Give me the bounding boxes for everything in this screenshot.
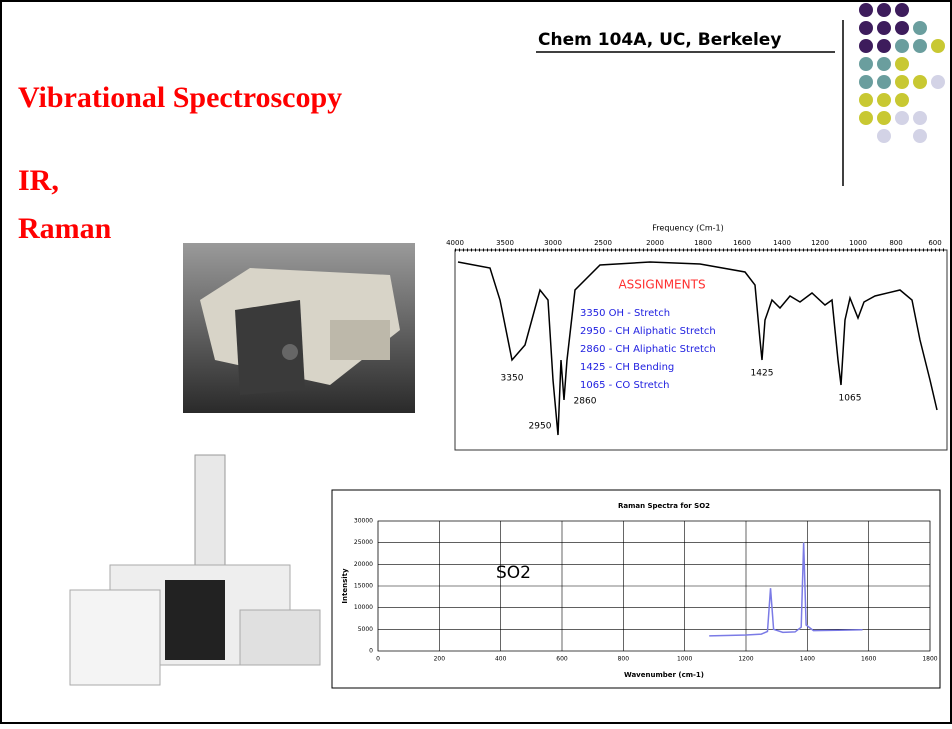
ir-axis-label: 1600 (733, 239, 751, 247)
dot (913, 129, 927, 143)
assignments-title: ASSIGNMENTS (618, 278, 705, 292)
dot (877, 57, 891, 71)
dot (931, 39, 945, 53)
ir-axis-label: 1400 (773, 239, 791, 247)
dot (859, 111, 873, 125)
x-tick-label: 1800 (922, 656, 937, 663)
x-tick-label: 0 (376, 656, 380, 663)
assignment: 2860 - CH Aliphatic Stretch (580, 344, 716, 355)
subtitle-line: IR, (18, 164, 59, 197)
dot (877, 75, 891, 89)
dot (895, 57, 909, 71)
dot (895, 39, 909, 53)
assignment: 1425 - CH Bending (580, 362, 674, 373)
annotation: SO2 (496, 563, 531, 583)
dot (895, 93, 909, 107)
dot (895, 75, 909, 89)
dot (877, 21, 891, 35)
ir-axis-label: 3000 (544, 239, 562, 247)
dot (859, 57, 873, 71)
dot (859, 75, 873, 89)
x-tick-label: 1600 (861, 656, 876, 663)
assignment: 3350 OH - Stretch (580, 308, 670, 319)
dot (895, 111, 909, 125)
dot (859, 39, 873, 53)
dot (931, 75, 945, 89)
dot (859, 3, 873, 17)
peak-label: 2860 (574, 397, 597, 407)
assignment: 1065 - CO Stretch (580, 380, 670, 391)
assignment: 2950 - CH Aliphatic Stretch (580, 326, 716, 337)
y-axis-title: Intensity (341, 568, 349, 604)
ir-axis-label: 2000 (646, 239, 664, 247)
dot (877, 93, 891, 107)
peak-label: 2950 (529, 422, 552, 432)
ir-axis-label: 1200 (811, 239, 829, 247)
y-tick-label: 20000 (354, 561, 373, 568)
ir-instrument-photo (183, 243, 415, 413)
ir-axis-label: 1000 (849, 239, 867, 247)
x-tick-label: 200 (434, 656, 446, 663)
x-tick-label: 1200 (738, 656, 753, 663)
dot (877, 111, 891, 125)
dot (895, 3, 909, 17)
slide: Chem 104A, UC, Berkeley Vibrational Spec… (0, 0, 952, 725)
dot (913, 111, 927, 125)
x-tick-label: 800 (618, 656, 630, 663)
ir-axis-label: 800 (889, 239, 902, 247)
dot (859, 21, 873, 35)
x-tick-label: 400 (495, 656, 507, 663)
x-tick-label: 600 (556, 656, 568, 663)
dot (895, 21, 909, 35)
dot (877, 39, 891, 53)
dot (913, 39, 927, 53)
dot (877, 3, 891, 17)
ir-axis-label: 1800 (694, 239, 712, 247)
y-tick-label: 15000 (354, 583, 373, 590)
peak-label: 1425 (751, 369, 774, 379)
y-tick-label: 30000 (354, 518, 373, 525)
course: Chem 104A, UC, Berkeley (538, 30, 781, 50)
y-tick-label: 25000 (354, 539, 373, 546)
ir-axis-label: 2500 (594, 239, 612, 247)
ir-axis-label: 3500 (496, 239, 514, 247)
x-axis-title: Wavenumber (cm-1) (624, 671, 704, 679)
y-tick-label: 10000 (354, 604, 373, 611)
ir-axis-label: 600 (928, 239, 941, 247)
dot (913, 21, 927, 35)
ir-axis-title: Frequency (Cm-1) (652, 224, 723, 233)
dot (859, 93, 873, 107)
peak-label: 3350 (501, 374, 524, 384)
y-tick-label: 5000 (358, 626, 373, 633)
chart-title: Raman Spectra for SO2 (618, 502, 710, 510)
y-tick-label: 0 (369, 648, 373, 655)
x-tick-label: 1000 (677, 656, 692, 663)
peak-label: 1065 (839, 394, 862, 404)
dot (877, 129, 891, 143)
ir-axis-label: 4000 (446, 239, 464, 247)
dot (913, 75, 927, 89)
slide-title: Vibrational Spectroscopy (18, 81, 342, 114)
subtitle-line: Raman (18, 212, 112, 245)
x-tick-label: 1400 (800, 656, 815, 663)
